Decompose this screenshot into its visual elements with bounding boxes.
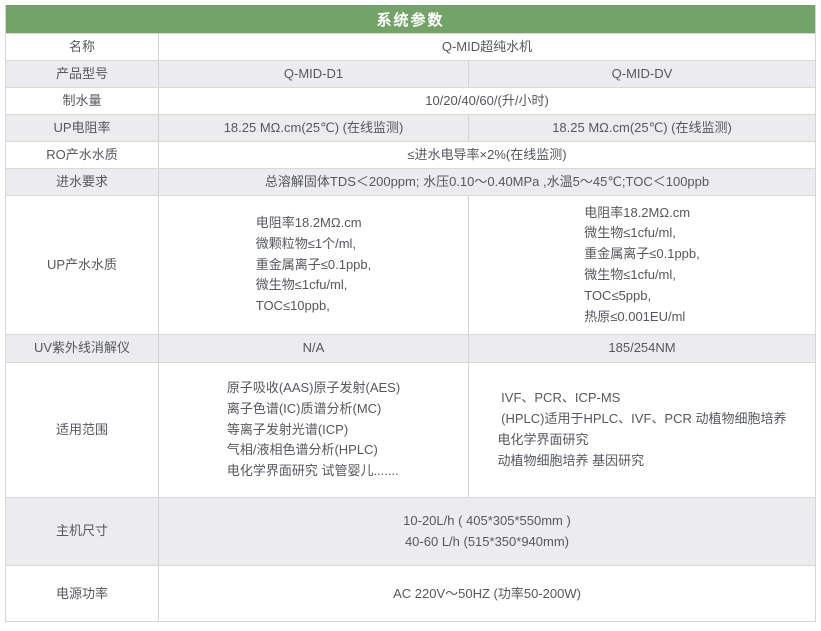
row-value-text: 18.25 MΩ.cm(25℃) (在线监测) [223, 119, 404, 135]
row-label: UV紫外线消解仪 [6, 335, 159, 362]
table-row: UP产水水质 电阻率18.2MΩ.cm 微颗粒物≤1个/ml, 重金属离子≤0.… [6, 195, 815, 334]
row-value: AC 220V～50HZ (功率50-200W) [159, 566, 815, 622]
row-label-text: 制水量 [62, 92, 102, 108]
row-value-right: 电阻率18.2MΩ.cm 微生物≤1cfu/ml, 重金属离子≤0.1ppb, … [469, 196, 815, 334]
row-label: 产品型号 [6, 61, 159, 87]
row-label: 电源功率 [6, 566, 159, 622]
row-value-text: 10/20/40/60/(升/小时) [425, 92, 549, 108]
row-value: Q-MID超纯水机 [159, 34, 815, 60]
row-value-text: AC 220V～50HZ (功率50-200W) [393, 585, 581, 601]
row-value: ≤进水电导率×2%(在线监测) [159, 142, 815, 168]
row-label: 主机尺寸 [6, 498, 159, 565]
table-row: UP电阻率 18.25 MΩ.cm(25℃) (在线监测) 18.25 MΩ.c… [6, 114, 815, 141]
table-title-bar: 系统参数 [6, 5, 815, 33]
table-row: 适用范围 原子吸收(AAS)原子发射(AES) 离子色谱(IC)质谱分析(MC)… [6, 362, 815, 497]
row-value-right: 185/254NM [469, 335, 815, 362]
row-label: 进水要求 [6, 169, 159, 195]
row-label: 名称 [6, 34, 159, 60]
row-label-text: UP电阻率 [53, 119, 111, 135]
spec-table-card: 系统参数 名称 Q-MID超纯水机 产品型号 Q-MID-D1 Q-MID-DV… [5, 5, 816, 622]
table-row: RO产水水质 ≤进水电导率×2%(在线监测) [6, 141, 815, 168]
row-value-text: ≤进水电导率×2%(在线监测) [407, 146, 567, 162]
row-label-text: UV紫外线消解仪 [33, 340, 131, 356]
row-label-text: RO产水水质 [46, 146, 118, 162]
row-label-text: 电源功率 [55, 585, 108, 601]
row-label: UP产水水质 [6, 196, 159, 334]
row-value-text: 电阻率18.2MΩ.cm 微生物≤1cfu/ml, 重金属离子≤0.1ppb, … [584, 204, 700, 324]
row-value-left: 18.25 MΩ.cm(25℃) (在线监测) [159, 115, 469, 141]
row-label-text: 产品型号 [55, 65, 108, 81]
row-label-text: 主机尺寸 [55, 523, 108, 539]
row-label: 适用范围 [6, 363, 159, 497]
row-value: 10-20L/h ( 405*305*550mm ) 40-60 L/h (51… [159, 498, 815, 565]
row-value-text: 原子吸收(AAS)原子发射(AES) 离子色谱(IC)质谱分析(MC) 等离子发… [226, 380, 401, 479]
row-value-left: Q-MID-D1 [159, 61, 469, 87]
table-row: 主机尺寸 10-20L/h ( 405*305*550mm ) 40-60 L/… [6, 497, 815, 565]
table-row: UV紫外线消解仪 N/A 185/254NM [6, 334, 815, 362]
row-value-right: 18.25 MΩ.cm(25℃) (在线监测) [469, 115, 815, 141]
row-label-text: UP产水水质 [46, 256, 118, 272]
row-value-left: 电阻率18.2MΩ.cm 微颗粒物≤1个/ml, 重金属离子≤0.1ppb, 微… [159, 196, 469, 334]
row-label: RO产水水质 [6, 142, 159, 168]
row-value-right: Q-MID-DV [469, 61, 815, 87]
row-value-text: IVF、PCR、ICP-MS (HPLC)适用于HPLC、IVF、PCR 动植物… [497, 390, 787, 468]
row-label-text: 名称 [68, 38, 95, 54]
table-row: 名称 Q-MID超纯水机 [6, 33, 815, 60]
row-value-text: 185/254NM [608, 340, 676, 356]
row-value: 10/20/40/60/(升/小时) [159, 88, 815, 114]
row-value-text: Q-MID-D1 [283, 65, 344, 81]
row-label: UP电阻率 [6, 115, 159, 141]
table-row: 制水量 10/20/40/60/(升/小时) [6, 87, 815, 114]
row-value: 总溶解固体TDS＜200ppm; 水压0.10～0.40MPa ,水温5～45℃… [159, 169, 815, 195]
row-value-text: 总溶解固体TDS＜200ppm; 水压0.10～0.40MPa ,水温5～45℃… [264, 173, 710, 189]
row-value-left: N/A [159, 335, 469, 362]
row-value-left: 原子吸收(AAS)原子发射(AES) 离子色谱(IC)质谱分析(MC) 等离子发… [159, 363, 469, 497]
row-value-text: 电阻率18.2MΩ.cm 微颗粒物≤1个/ml, 重金属离子≤0.1ppb, 微… [255, 215, 372, 314]
row-label-text: 适用范围 [55, 421, 108, 437]
row-label: 制水量 [6, 88, 159, 114]
table-title: 系统参数 [376, 11, 445, 29]
row-value-right: IVF、PCR、ICP-MS (HPLC)适用于HPLC、IVF、PCR 动植物… [469, 363, 815, 497]
row-value-text: 10-20L/h ( 405*305*550mm ) 40-60 L/h (51… [403, 512, 571, 549]
table-row: 产品型号 Q-MID-D1 Q-MID-DV [6, 60, 815, 87]
row-value-text: N/A [302, 340, 325, 356]
row-value-text: Q-MID-DV [611, 65, 673, 81]
table-row: 进水要求 总溶解固体TDS＜200ppm; 水压0.10～0.40MPa ,水温… [6, 168, 815, 195]
row-label-text: 进水要求 [55, 173, 108, 189]
row-value-text: 18.25 MΩ.cm(25℃) (在线监测) [552, 119, 732, 135]
table-row: 电源功率 AC 220V～50HZ (功率50-200W) [6, 565, 815, 622]
row-value-text: Q-MID超纯水机 [441, 38, 533, 54]
